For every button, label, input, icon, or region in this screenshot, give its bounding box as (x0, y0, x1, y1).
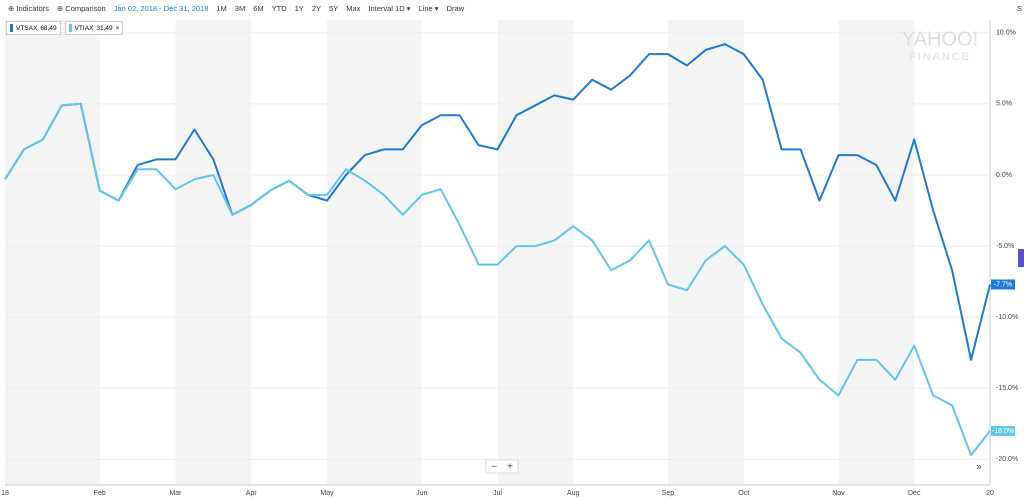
y-tick-label: -5.0% (996, 243, 1014, 250)
indicators-button[interactable]: ⊕ Indicators (8, 4, 49, 13)
month-band (327, 20, 422, 485)
range-button[interactable]: Max (346, 4, 361, 13)
range-button[interactable]: 1M (216, 4, 227, 13)
range-button[interactable]: 6M (253, 4, 264, 13)
x-tick-label: Jun (416, 490, 427, 497)
x-tick-label: Jul (493, 490, 502, 497)
x-tick-label: Apr (246, 490, 258, 497)
side-tab[interactable] (1018, 249, 1024, 267)
y-tick-label: -15.0% (996, 385, 1018, 392)
legend-item[interactable]: VTSAX 68.49 (6, 21, 61, 35)
y-tick-label: -20.0% (996, 456, 1018, 463)
remove-button[interactable]: × (115, 24, 120, 32)
value-label-box (991, 425, 1015, 436)
value: 1D (395, 4, 405, 13)
series-line (4, 102, 991, 457)
zoom-in[interactable]: + (507, 462, 513, 473)
x-tick-label: Mar (169, 490, 182, 497)
range-group: 1M 3M 6M YTD 1Y 2Y 5Y Max (216, 4, 360, 13)
range-button[interactable]: 5Y (329, 4, 339, 13)
zoom-out[interactable]: − (491, 462, 497, 473)
x-tick-label: Feb (94, 490, 106, 497)
y-tick-label: 0.0% (996, 172, 1012, 179)
legend-price: 31.49 (96, 24, 113, 32)
watermark: YAHOO! (902, 28, 978, 50)
watermark: FINANCE (909, 51, 971, 63)
date-range[interactable]: Jan 02, 2018 - Dec 31, 2018 (113, 4, 209, 13)
month-band (175, 20, 252, 485)
comparison-button[interactable]: ⊕ Comparison (56, 4, 106, 13)
x-tick-label: Sep (662, 490, 675, 497)
x-tick-label: Nov (832, 490, 845, 497)
y-tick-label: -10.0% (996, 314, 1018, 321)
range-button[interactable]: 2Y (311, 4, 322, 13)
toolbar: ⊕ Indicators ⊕ Comparison Jan 02, 2018 -… (0, 0, 1024, 17)
month-band (5, 20, 100, 485)
value-label: -7.7% (994, 281, 1012, 288)
value-label: -18.0% (992, 428, 1014, 435)
settings-button[interactable]: S (1016, 4, 1022, 13)
value-label-box (991, 279, 1015, 290)
x-tick-label: 20 (986, 490, 994, 497)
legend-swatch (68, 24, 72, 32)
legend-item[interactable]: VTIAX 31.49 × (64, 21, 124, 35)
legend-name: VTSAX (16, 24, 38, 32)
x-tick-label: Dec (908, 490, 921, 497)
y-tick-label: 10.0% (996, 30, 1016, 37)
scroll-right[interactable]: » (976, 462, 982, 473)
label: Indicators (16, 4, 49, 13)
draw-button[interactable]: Draw (446, 4, 465, 13)
legend-price: 68.49 (40, 24, 57, 32)
month-band (838, 20, 915, 485)
label: Line (418, 4, 433, 13)
x-tick-label: Aug (567, 490, 580, 497)
range-button[interactable]: 3M (234, 4, 246, 13)
y-tick-label: 5.0% (996, 101, 1012, 108)
legend-name: VTIAX (74, 24, 94, 32)
label: Comparison (65, 4, 106, 13)
chart-type-button[interactable]: Line ▾ (418, 4, 439, 13)
legend-swatch (10, 24, 13, 32)
x-tick-label: Oct (738, 490, 749, 497)
x-tick-label: May (320, 490, 334, 497)
interval-button[interactable]: Interval 1D ▾ (368, 4, 411, 13)
label: Interval (368, 4, 393, 13)
x-tick-label: 18 (1, 490, 9, 497)
series-line (4, 43, 991, 361)
range-button[interactable]: 1Y (294, 4, 304, 13)
zoom-box (485, 459, 519, 474)
range-button[interactable]: YTD (271, 4, 287, 13)
legend: VTSAX 68.49 VTIAX 31.49 × (6, 21, 124, 35)
